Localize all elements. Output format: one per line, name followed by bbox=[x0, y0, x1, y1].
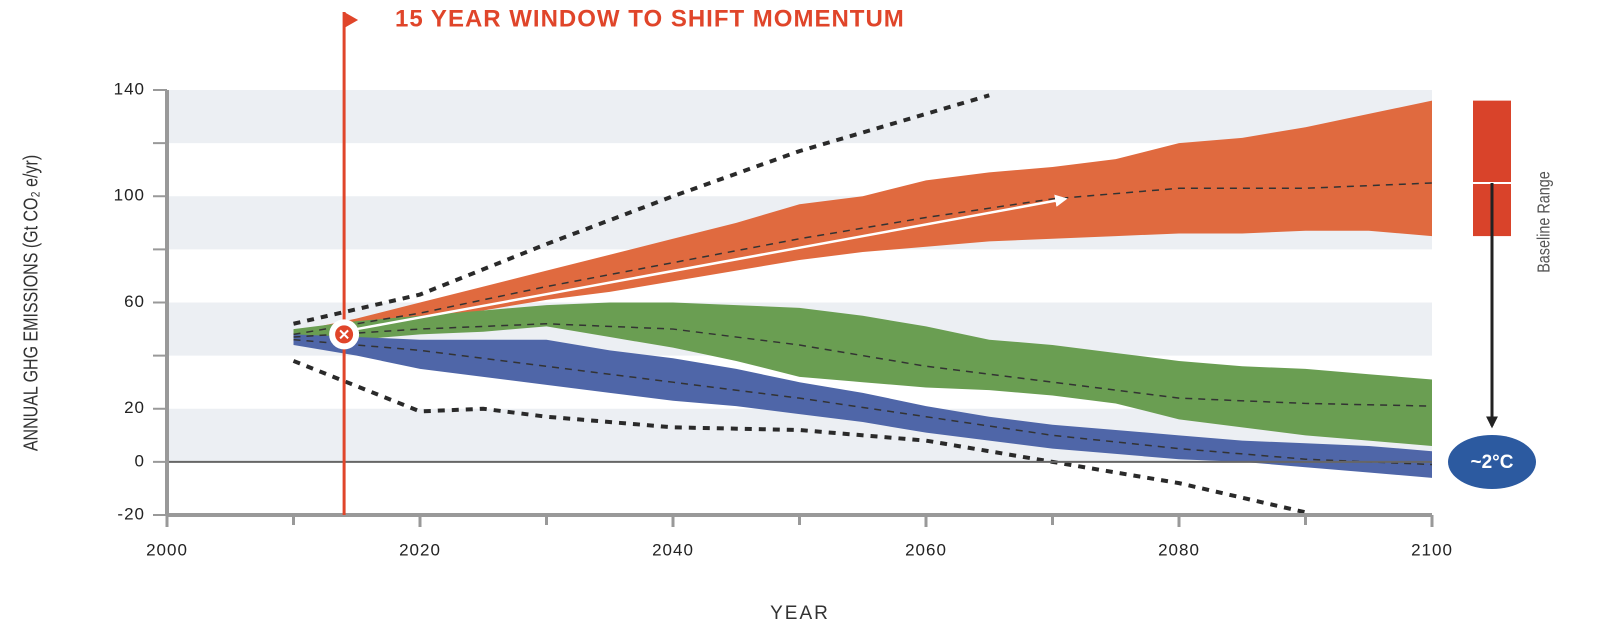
bound-line bbox=[292, 359, 1306, 515]
median-line bbox=[293, 322, 1433, 407]
y-tick-label: 140 bbox=[114, 79, 145, 98]
y-tick-label: -20 bbox=[117, 504, 145, 523]
bound-line bbox=[293, 93, 990, 326]
emission-band bbox=[293, 302, 1432, 446]
annotation-title: 15 YEAR WINDOW TO SHIFT MOMENTUM bbox=[395, 5, 905, 32]
y-tick-label: 0 bbox=[135, 451, 145, 470]
baseline-range-label: Baseline Range bbox=[1534, 171, 1554, 273]
x-tick-label: 2060 bbox=[905, 540, 947, 559]
emission-band bbox=[293, 100, 1432, 338]
x-tick-label: 2040 bbox=[652, 540, 694, 559]
x-tick-label: 2000 bbox=[146, 540, 188, 559]
window-flag bbox=[344, 12, 359, 28]
median-line bbox=[293, 338, 1433, 466]
grid-band bbox=[167, 90, 1432, 144]
y-axis-label: ANNUAL GHG EMISSIONS (Gt CO₂ e/yr) bbox=[20, 155, 42, 451]
x-axis-label: YEAR bbox=[770, 603, 830, 624]
trend-arrow bbox=[356, 194, 1068, 331]
target-label: ~2°C bbox=[1471, 452, 1514, 473]
y-tick-label: 60 bbox=[124, 292, 145, 311]
x-tick-label: 2020 bbox=[399, 540, 441, 559]
target-badge bbox=[1448, 435, 1536, 489]
y-tick-label: 20 bbox=[124, 398, 145, 417]
x-tick-label: 2080 bbox=[1158, 540, 1200, 559]
x-tick-label: 2100 bbox=[1411, 540, 1453, 559]
y-tick-label: 100 bbox=[114, 186, 145, 205]
window-point-x bbox=[339, 329, 349, 340]
